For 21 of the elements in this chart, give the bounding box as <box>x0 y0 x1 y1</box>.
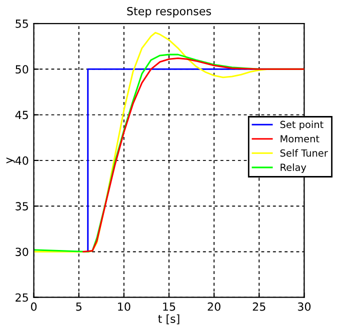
x-tick-label: 25 <box>252 302 266 311</box>
y-tick-label: 50 <box>16 65 28 74</box>
y-tick-label: 25 <box>16 293 28 302</box>
y-axis-title: y <box>6 157 15 164</box>
y-tick-label: 40 <box>15 156 28 165</box>
x-tick-label: 20 <box>208 302 220 311</box>
chart-title: Step responses <box>127 6 211 18</box>
x-axis-title: t [s] <box>158 314 180 324</box>
x-tick-label: 15 <box>163 302 176 311</box>
y-tick-label: 30 <box>16 248 28 256</box>
y-tick-label: 35 <box>16 202 28 210</box>
legend-label: Set point <box>280 120 324 130</box>
legend-label: Self Tuner <box>280 149 328 157</box>
x-tick-label: 30 <box>298 302 311 311</box>
legend-label: Moment <box>280 135 320 142</box>
y-tick-label: 45 <box>15 110 28 120</box>
x-tick-label: 5 <box>76 302 82 311</box>
y-tick-label: 55 <box>16 20 28 28</box>
legend-label: Relay <box>280 163 306 173</box>
x-tick-label: 10 <box>118 302 130 311</box>
x-tick-label: 0 <box>31 302 37 311</box>
